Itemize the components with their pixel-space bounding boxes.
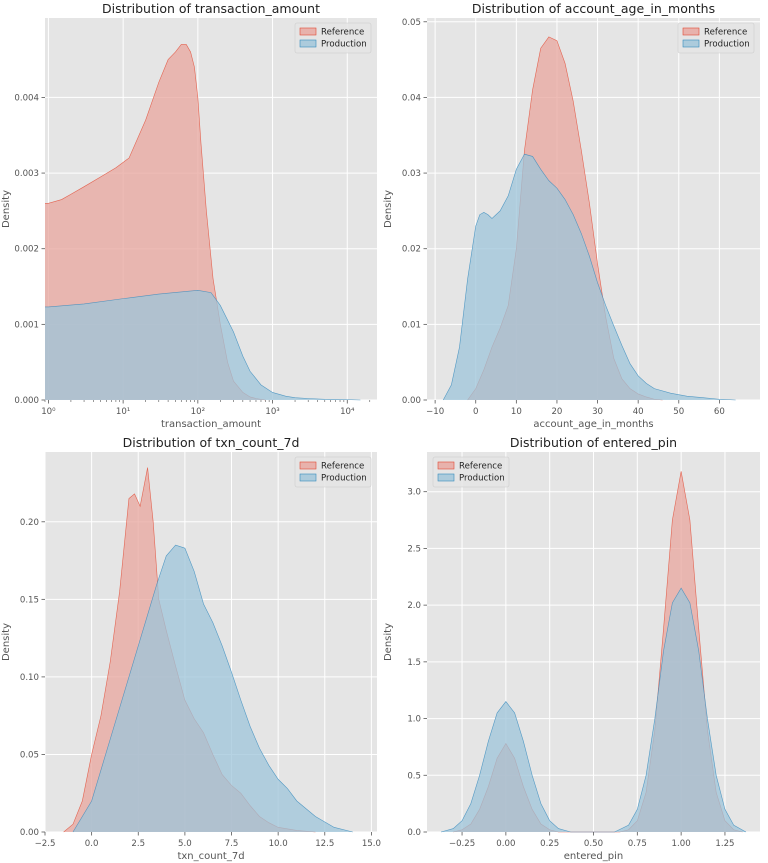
chart0-production-area: [45, 290, 361, 400]
chart0-y-tick-label: 0.002: [14, 245, 39, 255]
chart0-x-tick-label: 10²: [191, 407, 205, 417]
chart3-x-tick-label: −0.25: [449, 839, 475, 849]
chart0-legend-swatch-production: [299, 39, 317, 48]
chart2-x-tick-label: 10.0: [269, 839, 288, 849]
chart3-y-tick-label: 0.5: [407, 771, 421, 781]
chart0-y-tick-label: 0.000: [14, 396, 39, 406]
chart2-y-tick-label: 0.20: [20, 518, 39, 528]
chart3-title: Distribution of entered_pin: [510, 435, 677, 450]
chart3-legend-label-reference: Reference: [459, 462, 502, 472]
chart0-y-tick-label: 0.003: [14, 169, 39, 179]
chart1-x-tick-label: −10: [426, 407, 444, 417]
chart2-production-line: [72, 544, 353, 833]
chart3-y-tick-label: 1.0: [407, 715, 421, 725]
chart2-y-tick-label: 0.00: [20, 828, 39, 838]
chart1-x-tick-label: 60: [714, 407, 725, 417]
chart1-legend-label-production: Production: [704, 40, 750, 50]
chart2-legend-swatch-reference: [299, 461, 317, 470]
chart0-x-tick-label: 10⁴: [340, 407, 355, 417]
chart0-title: Distribution of transaction_amount: [102, 1, 320, 16]
chart1-title: Distribution of account_age_in_months: [472, 1, 715, 16]
chart1-legend: Reference Production: [677, 22, 755, 54]
chart3-y-tick-label: 1.5: [407, 658, 421, 668]
chart2-y-tick-label: 0.15: [20, 595, 39, 605]
chart3-y-tick-label: 2.0: [407, 601, 421, 611]
chart2-x-tick-label: 7.5: [225, 839, 239, 849]
chart0-x-tick-label: 10³: [265, 407, 280, 417]
chart2-x-tick-label: 2.5: [131, 839, 145, 849]
chart0-x-tick-label: 10⁰: [41, 407, 56, 417]
chart3-x-tick-label: 0.25: [540, 839, 559, 849]
chart3-production-line: [440, 587, 747, 833]
chart1-y-axis-label: Density: [383, 190, 394, 228]
chart1-y-tick-label: 0.02: [402, 245, 421, 255]
chart1-panel: −10 0 10 20 30 40 50 60 0.00 0.01 0.02 0.03 0.04 0.05…: [383, 1, 760, 430]
chart3-x-tick-label: 1.00: [672, 839, 691, 849]
chart3-x-tick-label: 0.00: [496, 839, 515, 849]
chart1-legend-swatch-production: [682, 39, 700, 48]
chart1-production-area: [443, 154, 736, 400]
chart1-legend-label-reference: Reference: [704, 28, 747, 38]
chart3-production-area: [441, 588, 746, 832]
chart1-x-axis-label: account_age_in_months: [533, 419, 653, 430]
chart2-x-tick-label: 5.0: [178, 839, 192, 849]
chart2-legend-label-reference: Reference: [321, 462, 364, 472]
chart1-x-tick-label: 40: [633, 407, 644, 417]
chart3-legend-swatch-reference: [437, 461, 455, 470]
chart0-y-axis-label: Density: [1, 190, 12, 228]
chart1-production-line: [442, 153, 736, 401]
chart2-x-tick-label: −2.5: [35, 839, 56, 849]
chart2-title: Distribution of txn_count_7d: [123, 435, 300, 450]
chart3-x-axis-label: entered_pin: [564, 851, 623, 862]
chart0-legend: Reference Production: [294, 22, 372, 54]
chart1-y-tick-label: 0.03: [402, 169, 421, 179]
chart1-y-tick-label: 0.05: [402, 18, 421, 28]
chart2-production-area: [72, 545, 353, 832]
chart1-x-tick-label: 10: [511, 407, 522, 417]
chart1-x-tick-label: 30: [592, 407, 603, 417]
chart3-x-tick-label: 0.75: [628, 839, 647, 849]
chart1-x-tick-label: 0: [473, 407, 478, 417]
chart2-panel: −2.5 0.0 2.5 5.0 7.5 10.0 12.5 15.0 0.00 0.05 0.10…: [1, 435, 381, 862]
chart2-legend: Reference Production: [294, 456, 372, 488]
chart1-x-tick-label: 50: [673, 407, 684, 417]
chart2-y-tick-label: 0.05: [20, 750, 39, 760]
chart3-y-tick-label: 3.0: [407, 488, 421, 498]
chart1-y-tick-label: 0.00: [402, 396, 421, 406]
chart1-x-tick-label: 20: [551, 407, 562, 417]
chart0-x-axis-label: transaction_amount: [161, 419, 261, 430]
chart0-panel: 10⁰ 10¹ 10² 10³ 10⁴ 0.000 0.001 0.002 0.003 0.004…: [1, 1, 377, 430]
chart0-legend-label-reference: Reference: [321, 28, 364, 38]
chart2-x-tick-label: 12.5: [315, 839, 334, 849]
chart2-x-tick-label: 15.0: [362, 839, 381, 849]
chart3-y-axis-label: Density: [383, 623, 394, 661]
chart3-legend: Reference Production: [432, 456, 510, 488]
chart0-legend-label-production: Production: [321, 40, 367, 50]
chart0-y-tick-label: 0.004: [14, 93, 39, 103]
chart3-legend-label-production: Production: [459, 474, 505, 484]
chart0-legend-swatch-reference: [299, 27, 317, 36]
chart3-y-tick-label: 0.0: [407, 828, 421, 838]
chart2-x-tick-label: 0.0: [85, 839, 99, 849]
chart1-legend-swatch-reference: [682, 27, 700, 36]
chart3-panel: −0.25 0.00 0.25 0.50 0.75 1.00 1.25 0.0 0.5 1.0 1.…: [383, 435, 760, 862]
chart2-legend-label-production: Production: [321, 474, 367, 484]
chart1-y-tick-label: 0.01: [402, 320, 421, 330]
chart2-x-axis-label: txn_count_7d: [177, 851, 244, 862]
chart1-y-tick-label: 0.04: [402, 93, 421, 103]
chart3-x-tick-label: 1.25: [715, 839, 734, 849]
chart2-y-axis-label: Density: [1, 623, 12, 661]
chart2-legend-swatch-production: [299, 473, 317, 482]
chart3-legend-swatch-production: [437, 473, 455, 482]
chart0-y-tick-label: 0.001: [14, 320, 39, 330]
chart0-production-line: [45, 290, 361, 401]
chart2-y-tick-label: 0.10: [20, 673, 39, 683]
chart3-x-tick-label: 0.50: [584, 839, 603, 849]
chart3-y-tick-label: 2.5: [407, 544, 421, 554]
chart0-x-tick-label: 10¹: [116, 407, 130, 417]
